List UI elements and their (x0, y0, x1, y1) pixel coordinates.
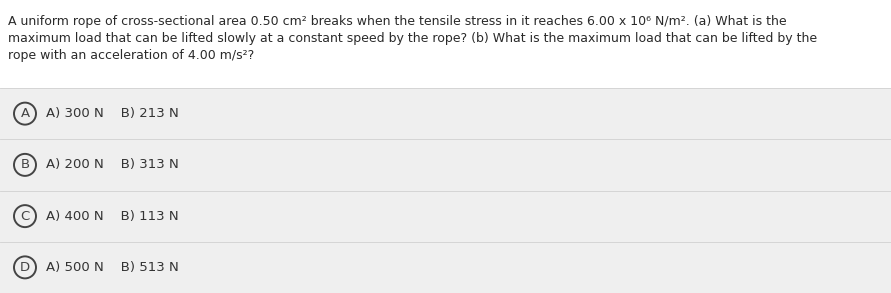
Bar (0, 0, 891, 88)
Text: A: A (20, 107, 29, 120)
Bar (0, 190, 891, 242)
Text: rope with an acceleration of 4.00 m/s²?: rope with an acceleration of 4.00 m/s²? (8, 49, 254, 62)
Text: A) 500 N    B) 513 N: A) 500 N B) 513 N (46, 261, 179, 274)
Bar (0, 242, 891, 293)
Text: A) 200 N    B) 313 N: A) 200 N B) 313 N (46, 159, 179, 171)
Bar (0, 88, 891, 139)
Text: B: B (20, 159, 29, 171)
Text: A) 300 N    B) 213 N: A) 300 N B) 213 N (46, 107, 179, 120)
Bar (0, 139, 891, 190)
Text: A) 400 N    B) 113 N: A) 400 N B) 113 N (46, 209, 178, 223)
Text: D: D (20, 261, 30, 274)
Text: maximum load that can be lifted slowly at a constant speed by the rope? (b) What: maximum load that can be lifted slowly a… (8, 32, 817, 45)
Text: A uniform rope of cross-sectional area 0.50 cm² breaks when the tensile stress i: A uniform rope of cross-sectional area 0… (8, 15, 787, 28)
Text: C: C (20, 209, 29, 223)
